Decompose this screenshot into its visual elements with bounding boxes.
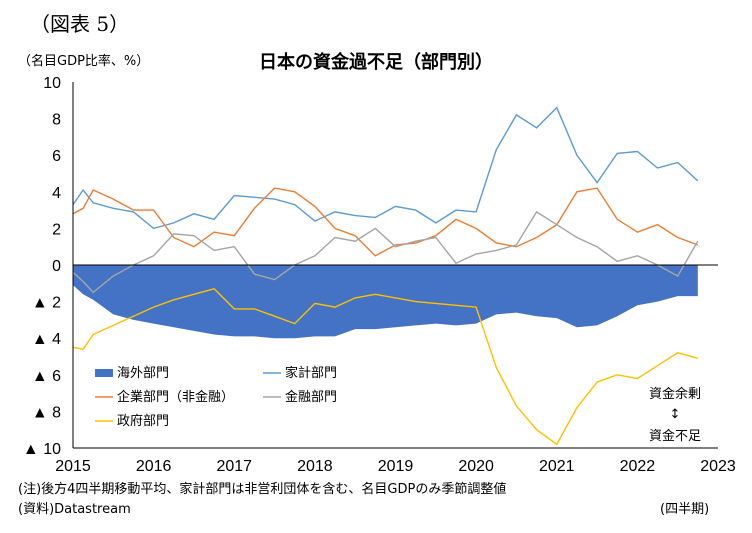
annotation-arrow: ↕ bbox=[670, 407, 681, 422]
y-tick-label: 0 bbox=[52, 258, 61, 275]
figure-label: （図表 5） bbox=[30, 12, 130, 36]
source-note: (資料)Datastream bbox=[18, 502, 131, 517]
legend-label-overseas: 海外部門 bbox=[117, 366, 169, 381]
y-axis-unit-label: （名目GDP比率、%） bbox=[18, 54, 150, 69]
x-axis-unit-label: (四半期) bbox=[660, 502, 710, 517]
y-tick-label: ▲ 4 bbox=[32, 331, 61, 348]
y-tick-label: 6 bbox=[52, 148, 61, 165]
annotation-surplus: 資金余剰 bbox=[649, 386, 701, 402]
series-corporate-line bbox=[72, 187, 699, 257]
y-tick-label: ▲ 2 bbox=[32, 295, 61, 312]
x-tick-label: 2016 bbox=[136, 458, 172, 475]
line-layer bbox=[72, 106, 699, 446]
x-tick-label: 2015 bbox=[55, 458, 91, 475]
legend-label-corporate: 企業部門（非金融） bbox=[117, 389, 234, 405]
x-tick-label: 2017 bbox=[216, 458, 252, 475]
x-tick-label: 2019 bbox=[378, 458, 414, 475]
legend-label-government: 政府部門 bbox=[117, 414, 169, 429]
x-tick-label: 2022 bbox=[620, 458, 656, 475]
series-household-line bbox=[72, 106, 699, 230]
surplus-deficit-annotation: 資金余剰 ↕ 資金不足 bbox=[649, 386, 701, 444]
y-tick-label: 4 bbox=[52, 185, 61, 202]
y-tick-label: ▲ 8 bbox=[32, 404, 61, 421]
series-government-line bbox=[72, 288, 698, 446]
legend-swatch-overseas bbox=[95, 369, 113, 377]
x-tick-label: 2021 bbox=[539, 458, 575, 475]
x-tick-label: 2023 bbox=[700, 458, 736, 475]
y-tick-label: 2 bbox=[52, 221, 61, 238]
series-overseas-area bbox=[73, 265, 698, 339]
y-tick-label: 10 bbox=[43, 75, 61, 92]
annotation-deficit: 資金不足 bbox=[649, 428, 701, 444]
legend-label-household: 家計部門 bbox=[285, 365, 337, 381]
x-tick-label: 2018 bbox=[297, 458, 333, 475]
axes-layer bbox=[72, 82, 718, 449]
series-financial-line bbox=[72, 210, 699, 294]
y-tick-label: ▲ 6 bbox=[32, 368, 61, 385]
legend-label-financial: 金融部門 bbox=[285, 389, 337, 405]
y-tick-label: ▲ 10 bbox=[23, 441, 61, 458]
footnote: (注)後方4四半期移動平均、家計部門は非営利団体を含む、名目GDPのみ季節調整値 bbox=[18, 482, 507, 497]
area-layer bbox=[73, 265, 698, 339]
chart-title: 日本の資金過不足（部門別） bbox=[259, 52, 493, 73]
y-tick-label: 8 bbox=[52, 112, 61, 129]
x-tick-label: 2020 bbox=[458, 458, 494, 475]
